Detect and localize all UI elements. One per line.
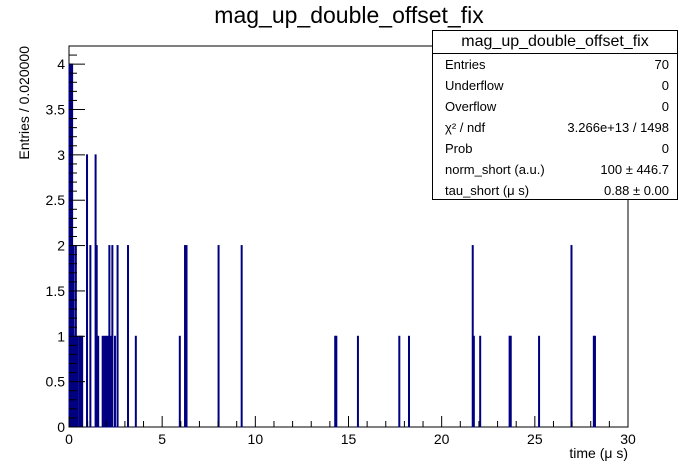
y-tick-label: 2 bbox=[57, 238, 65, 254]
stats-row: Underflow 0 bbox=[433, 75, 677, 96]
stats-row: tau_short (μ s) 0.88 ± 0.00 bbox=[433, 180, 677, 201]
histogram-bin bbox=[127, 245, 130, 428]
x-tick-label: 0 bbox=[65, 431, 73, 447]
y-tick-label: 3.5 bbox=[46, 102, 66, 118]
histogram-bin bbox=[113, 335, 116, 428]
x-tick-label: 5 bbox=[158, 431, 166, 447]
y-axis: 0 0.5 1 1.5 2 2.5 3 3.5 4 bbox=[46, 45, 85, 435]
y-tick-label: 4 bbox=[57, 56, 65, 72]
stats-row: Overflow 0 bbox=[433, 96, 677, 117]
stats-row-label: χ² / ndf bbox=[445, 120, 486, 135]
x-tick-label: 20 bbox=[434, 431, 450, 447]
stats-row-value: 0.88 ± 0.00 bbox=[604, 183, 669, 198]
y-tick-label: 3 bbox=[57, 147, 65, 163]
x-tick-label: 10 bbox=[248, 431, 264, 447]
histogram-bin bbox=[101, 335, 104, 428]
histogram-bin bbox=[89, 245, 92, 428]
stats-row-value: 0 bbox=[661, 99, 669, 114]
histogram-bin bbox=[116, 245, 119, 428]
histogram-bin bbox=[106, 335, 109, 428]
histogram-bin bbox=[240, 245, 243, 428]
stats-row: Prob 0 bbox=[433, 138, 677, 159]
stats-row-label: Prob bbox=[445, 141, 473, 156]
y-tick-label: 2.5 bbox=[46, 192, 66, 208]
y-tick-label: 1 bbox=[57, 328, 65, 344]
stats-row-value: 0 bbox=[661, 141, 669, 156]
histogram-bin bbox=[408, 335, 410, 428]
stats-row-label: Underflow bbox=[445, 78, 504, 93]
histogram-bin bbox=[479, 335, 482, 428]
stats-row: Entries 70 bbox=[433, 54, 677, 75]
histogram-bin bbox=[109, 335, 112, 428]
x-tick-label: 30 bbox=[620, 431, 636, 447]
x-tick-label: 15 bbox=[341, 431, 357, 447]
histogram-bin bbox=[103, 335, 106, 428]
stats-box-rows: Entries 70 Underflow 0 Overflow 0 χ² / ndf 3.26… bbox=[433, 54, 677, 201]
stats-row: χ² / ndf 3.266e+13 / 1498 bbox=[433, 117, 677, 138]
stats-row-label: Entries bbox=[445, 57, 486, 72]
x-axis-label: time (μ s) bbox=[569, 445, 628, 461]
histogram-bin bbox=[185, 245, 188, 428]
y-tick-label: 0 bbox=[57, 419, 65, 435]
stats-row-label: tau_short (μ s) bbox=[445, 183, 530, 198]
stats-box: mag_up_double_offset_fix Entries 70 Underf… bbox=[432, 30, 678, 200]
stats-row-value: 100 ± 446.7 bbox=[600, 162, 669, 177]
histogram-bin bbox=[111, 245, 114, 428]
stats-row-label: Overflow bbox=[445, 99, 497, 114]
x-axis: 0 5 10 15 20 25 30 bbox=[65, 416, 636, 447]
stats-row-value: 70 bbox=[654, 57, 669, 72]
y-tick-label: 0.5 bbox=[46, 374, 66, 390]
histogram-bin bbox=[356, 335, 359, 428]
histogram-bin bbox=[108, 245, 111, 428]
y-axis-label: Entries / 0.020000 bbox=[16, 46, 32, 160]
histogram-bin bbox=[105, 335, 108, 428]
histogram-bin bbox=[593, 335, 596, 428]
histogram-bin bbox=[335, 335, 338, 428]
histogram-bin bbox=[95, 245, 98, 428]
histogram-bin bbox=[134, 335, 137, 428]
chart-title: mag_up_double_offset_fix bbox=[214, 2, 484, 28]
stats-row-value: 0 bbox=[661, 78, 669, 93]
x-tick-label: 25 bbox=[527, 431, 543, 447]
stats-row-label: norm_short (a.u.) bbox=[445, 162, 545, 177]
stats-row-value: 3.266e+13 / 1498 bbox=[567, 120, 669, 135]
y-tick-label: 1.5 bbox=[46, 283, 66, 299]
stats-box-title: mag_up_double_offset_fix bbox=[433, 31, 677, 54]
histogram-bin bbox=[509, 335, 512, 428]
histogram-bin bbox=[86, 154, 89, 428]
stats-row: norm_short (a.u.) 100 ± 446.7 bbox=[433, 159, 677, 180]
histogram-bin bbox=[570, 245, 573, 428]
histogram-bin bbox=[97, 335, 100, 428]
histogram-bin bbox=[217, 245, 220, 428]
histogram-bin bbox=[184, 245, 187, 428]
histogram-bin bbox=[538, 335, 541, 428]
histogram-bin bbox=[178, 335, 181, 428]
histogram-bin bbox=[398, 335, 401, 428]
histogram-bin bbox=[472, 335, 475, 428]
